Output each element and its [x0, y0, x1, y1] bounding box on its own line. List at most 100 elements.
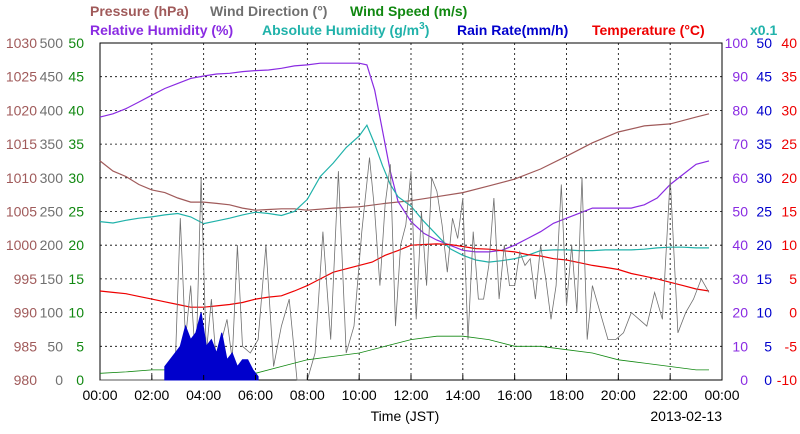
left-axis-tick-label: 995 — [14, 271, 38, 287]
left-axis-tick-label: 1000 — [6, 237, 37, 253]
left-axis-tick-label: 400 — [40, 102, 64, 118]
left-axis-tick-label: 35 — [68, 136, 84, 152]
x-tick-label: 06:00 — [238, 387, 273, 403]
left-axis-tick-label: 350 — [40, 136, 64, 152]
temperature-c-line — [99, 243, 710, 308]
right-axis-tick-label: 25 — [756, 204, 772, 220]
right-axis-tick-label: 80 — [732, 102, 748, 118]
x-axis: 00:00 02:00 04:00 06:00 08:00 10:00 12:00 14:00… — [82, 375, 740, 403]
right-axis-tick-label: -5 — [785, 338, 798, 354]
left-axis-tick-label: 15 — [68, 271, 84, 287]
left-axis-tick-label: 10 — [68, 305, 84, 321]
left-axis-tick-label: 50 — [47, 338, 63, 354]
x-tick-label: 16:00 — [497, 387, 532, 403]
right-axis-tick-label: 70 — [732, 136, 748, 152]
left-axis-tick-label: 450 — [40, 69, 64, 85]
absolute-humidity-g-m3-line — [99, 123, 709, 263]
left-axis-tick-label: 150 — [40, 271, 64, 287]
right-axis-tick-label: 60 — [732, 170, 748, 186]
left-axis-tick-label: 990 — [14, 305, 38, 321]
legend-label: Absolute Humidity (g/m3) — [262, 21, 429, 38]
right-axis-tick-label: 25 — [781, 136, 797, 152]
legend-label: Pressure (hPa) — [90, 3, 189, 19]
right-axis-tick-label: 20 — [756, 237, 772, 253]
date-label: 2013-02-13 — [650, 408, 722, 424]
left-axis-tick-label: 1020 — [6, 102, 37, 118]
left-axis-tick-label: 980 — [14, 372, 38, 388]
left-axis-tick-label: 100 — [40, 305, 64, 321]
left-axis-tick-label: 1005 — [6, 204, 37, 220]
left-axis-tick-label: 5 — [76, 338, 84, 354]
right-axis-tick-label: 50 — [732, 204, 748, 220]
x-tick-label: 18:00 — [549, 387, 584, 403]
right-axis-tick-label: 30 — [732, 271, 748, 287]
x-tick-label: 14:00 — [445, 387, 480, 403]
right-axis-tick-label: 10 — [781, 237, 797, 253]
left-axis-tick-label: 40 — [68, 102, 84, 118]
right-axis-tick-label: 20 — [781, 170, 797, 186]
left-axis-tick-label: 25 — [68, 204, 84, 220]
left-axis-tick-label: 300 — [40, 170, 64, 186]
legend-label: Wind Direction (°) — [210, 3, 327, 19]
x-tick-label: 00:00 — [82, 387, 117, 403]
right-axis-tick-label: 40 — [756, 102, 772, 118]
right-axis-tick-label: 40 — [732, 237, 748, 253]
right-axis-tick-label: 45 — [756, 69, 772, 85]
right-axis-tick-label: 0 — [764, 372, 772, 388]
right-axis-tick-label: 50 — [756, 35, 772, 51]
right-axis-tick-label: 5 — [764, 338, 772, 354]
right-axis-tick-label: 30 — [756, 170, 772, 186]
left-axis-tick-label: 45 — [68, 69, 84, 85]
legend-label: x0.1 — [750, 22, 777, 38]
right-axis-tick-label: 90 — [732, 69, 748, 85]
x-tick-label: 20:00 — [601, 387, 636, 403]
legend-label: Temperature (°C) — [592, 22, 705, 38]
left-axis-tick-label: 500 — [40, 35, 64, 51]
left-axis-tick-label: 1025 — [6, 69, 37, 85]
right-axis-tick-label: 10 — [732, 338, 748, 354]
legend-label: Wind Speed (m/s) — [350, 3, 467, 19]
right-axis-tick-label: 10 — [756, 305, 772, 321]
right-axis-tick-label: -10 — [777, 372, 797, 388]
left-axis-tick-label: 985 — [14, 338, 38, 354]
left-axis-tick-label: 0 — [55, 372, 63, 388]
right-axis-tick-label: 5 — [789, 271, 797, 287]
right-axis-tick-label: 35 — [781, 69, 797, 85]
right-axis-tick-label: 100 — [725, 35, 749, 51]
rain-rate-area — [164, 312, 259, 381]
x-tick-label: 22:00 — [653, 387, 688, 403]
legend-label: Rain Rate(mm/h) — [457, 22, 568, 38]
legend-label-suffix: ) — [425, 22, 430, 38]
chart-header: Pressure (hPa) Wind Direction (°) Wind Spe… — [90, 3, 777, 38]
left-axis-tick-label: 20 — [68, 237, 84, 253]
x-tick-label: 10:00 — [342, 387, 377, 403]
x-tick-label: 08:00 — [290, 387, 325, 403]
right-axis-tick-label: 35 — [756, 136, 772, 152]
right-axis-tick-label: 0 — [789, 305, 797, 321]
left-axis-tick-label: 1010 — [6, 170, 37, 186]
x-tick-label: 12:00 — [393, 387, 428, 403]
left-axis-tick-label: 50 — [68, 35, 84, 51]
x-axis-label: Time (JST) — [371, 408, 440, 424]
left-axis-tick-label: 0 — [76, 372, 84, 388]
left-axis-tick-label: 30 — [68, 170, 84, 186]
left-axis-tick-label: 1030 — [6, 35, 37, 51]
pressure-hpa-line — [99, 113, 710, 211]
left-axis-tick-label: 1015 — [6, 136, 37, 152]
legend-label-superscript: 3 — [419, 21, 425, 32]
legend-label: Relative Humidity (%) — [90, 22, 233, 38]
data-series — [99, 62, 710, 381]
x-tick-label: 04:00 — [186, 387, 221, 403]
left-axis-tick-label: 250 — [40, 204, 64, 220]
right-axis-tick-label: 15 — [756, 271, 772, 287]
right-axis-tick-label: 0 — [740, 372, 748, 388]
left-axis-tick-label: 200 — [40, 237, 64, 253]
right-axis-tick-label: 20 — [732, 305, 748, 321]
right-axis-tick-label: 40 — [781, 35, 797, 51]
right-axis-tick-label: 15 — [781, 204, 797, 220]
wind-direction-line — [100, 157, 710, 381]
right-axes: 1009080706050403020100504540353025201510… — [725, 35, 798, 388]
x-tick-label: 02:00 — [134, 387, 169, 403]
x-tick-label: 00:00 — [704, 387, 739, 403]
